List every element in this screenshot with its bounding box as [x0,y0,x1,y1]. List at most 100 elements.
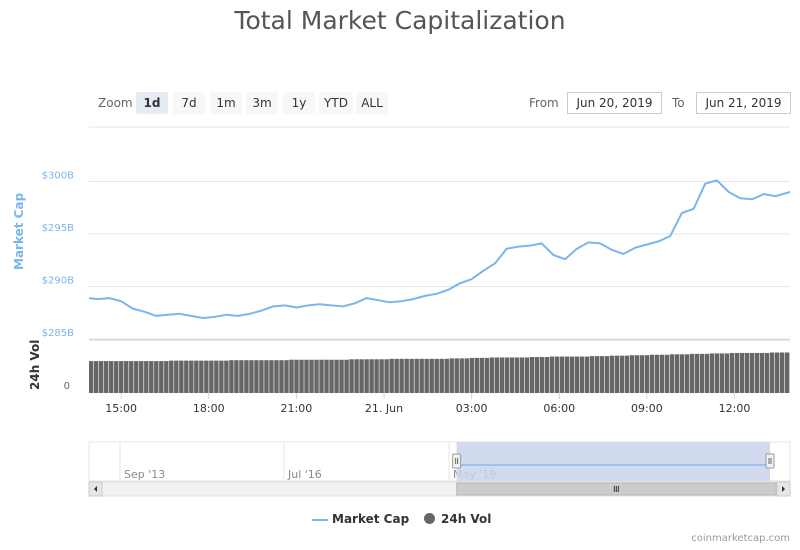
arrow-left-icon [94,486,97,492]
volume-bar [544,357,550,393]
y-tick-label: $300B [42,171,74,182]
to-date-input[interactable]: Jun 21, 2019 [696,92,791,114]
zoom-button-1m[interactable]: 1m [210,92,242,114]
volume-bar [269,360,274,393]
volume-bar [669,354,675,393]
volume-bar [334,359,339,393]
y-tick-label: $295B [42,223,74,234]
volume-bar [774,352,780,393]
volume-bar [734,352,740,393]
volume-bar [239,360,244,393]
circle-legend-icon [424,513,435,524]
legend-item-market-cap[interactable]: Market Cap [312,512,409,526]
volume-bar [564,356,570,393]
volume-bar [254,360,259,393]
volume-bar [404,358,409,393]
volume-bar [484,357,489,393]
volume-bar [274,360,279,393]
volume-bar [469,357,474,393]
volume-bar [449,358,454,393]
volume-bar [754,352,760,393]
volume-bar [604,356,610,393]
zoom-button-1d[interactable]: 1d [136,92,168,114]
volume-bar [339,359,344,393]
volume-bar [289,359,294,393]
volume-bar [169,360,174,393]
zoom-button-7d[interactable]: 7d [173,92,205,114]
x-tick-label: 21:00 [281,402,313,415]
legend-label-market-cap: Market Cap [332,512,410,526]
volume-bar [244,360,249,393]
volume-bar [499,357,504,393]
volume-bar [659,354,665,393]
volume-bar [304,359,309,393]
volume-bar [684,354,690,393]
volume-bar [584,356,590,393]
volume-bar [529,357,535,393]
volume-tick-label: 0 [64,381,70,392]
volume-bar [434,358,439,393]
volume-bar [179,360,184,393]
market-cap-line [88,179,791,319]
y-tick-label: $290B [42,276,74,287]
volume-bar [259,360,264,393]
volume-bar [324,359,329,393]
arrow-right-icon [782,486,785,492]
volume-bar [164,361,169,393]
volume-bar [359,359,364,393]
volume-bar [479,357,484,393]
from-date-input[interactable]: Jun 20, 2019 [567,92,662,114]
volume-bar [709,353,715,393]
volume-bar [139,361,144,393]
volume-bar [519,357,525,393]
volume-bar [134,361,139,393]
navigator-selection[interactable] [456,442,770,481]
volume-bar [759,352,765,393]
x-tick-label: 18:00 [193,402,225,415]
legend-label-volume: 24h Vol [441,512,492,526]
volume-bar [99,361,104,393]
volume-bar [489,357,494,393]
volume-bar [539,357,545,393]
volume-bar [149,361,154,393]
volume-bar [424,358,429,393]
volume-bar [444,358,449,393]
volume-bar [284,360,289,393]
volume-bar [554,356,560,393]
volume-bar [264,360,269,393]
volume-bar [204,360,209,393]
volume-bar [234,360,239,393]
volume-bar [109,361,114,393]
zoom-button-1y[interactable]: 1y [283,92,315,114]
volume-bar [189,360,194,393]
volume-bar [104,361,109,393]
navigator-label: Jul '16 [287,468,322,481]
x-tick-label: 09:00 [631,402,663,415]
volume-bar [329,359,334,393]
volume-bar [279,360,284,393]
volume-bar [314,359,319,393]
volume-bar [569,356,575,393]
line-legend-icon [312,518,328,521]
zoom-button-3m[interactable]: 3m [246,92,278,114]
legend-item-volume[interactable]: 24h Vol [424,512,491,526]
volume-bar [739,352,745,393]
volume-bar [589,356,595,393]
volume-bar [689,353,695,393]
volume-bar [714,353,720,393]
volume-bar [719,353,725,393]
navigator-handle-right[interactable] [765,453,775,469]
credit-link[interactable]: coinmarketcap.com [691,533,790,544]
volume-bar [114,361,119,393]
volume-bar [524,357,530,393]
volume-bar [644,355,650,393]
navigator-handle-left[interactable] [452,453,462,469]
zoom-button-all[interactable]: ALL [356,92,388,114]
volume-bar [174,360,179,393]
volume-bar [129,361,134,393]
x-tick-label: 06:00 [543,402,575,415]
volume-bar [509,357,515,393]
zoom-button-ytd[interactable]: YTD [319,92,353,114]
volume-bar [694,353,700,393]
volume-bar [214,360,219,393]
